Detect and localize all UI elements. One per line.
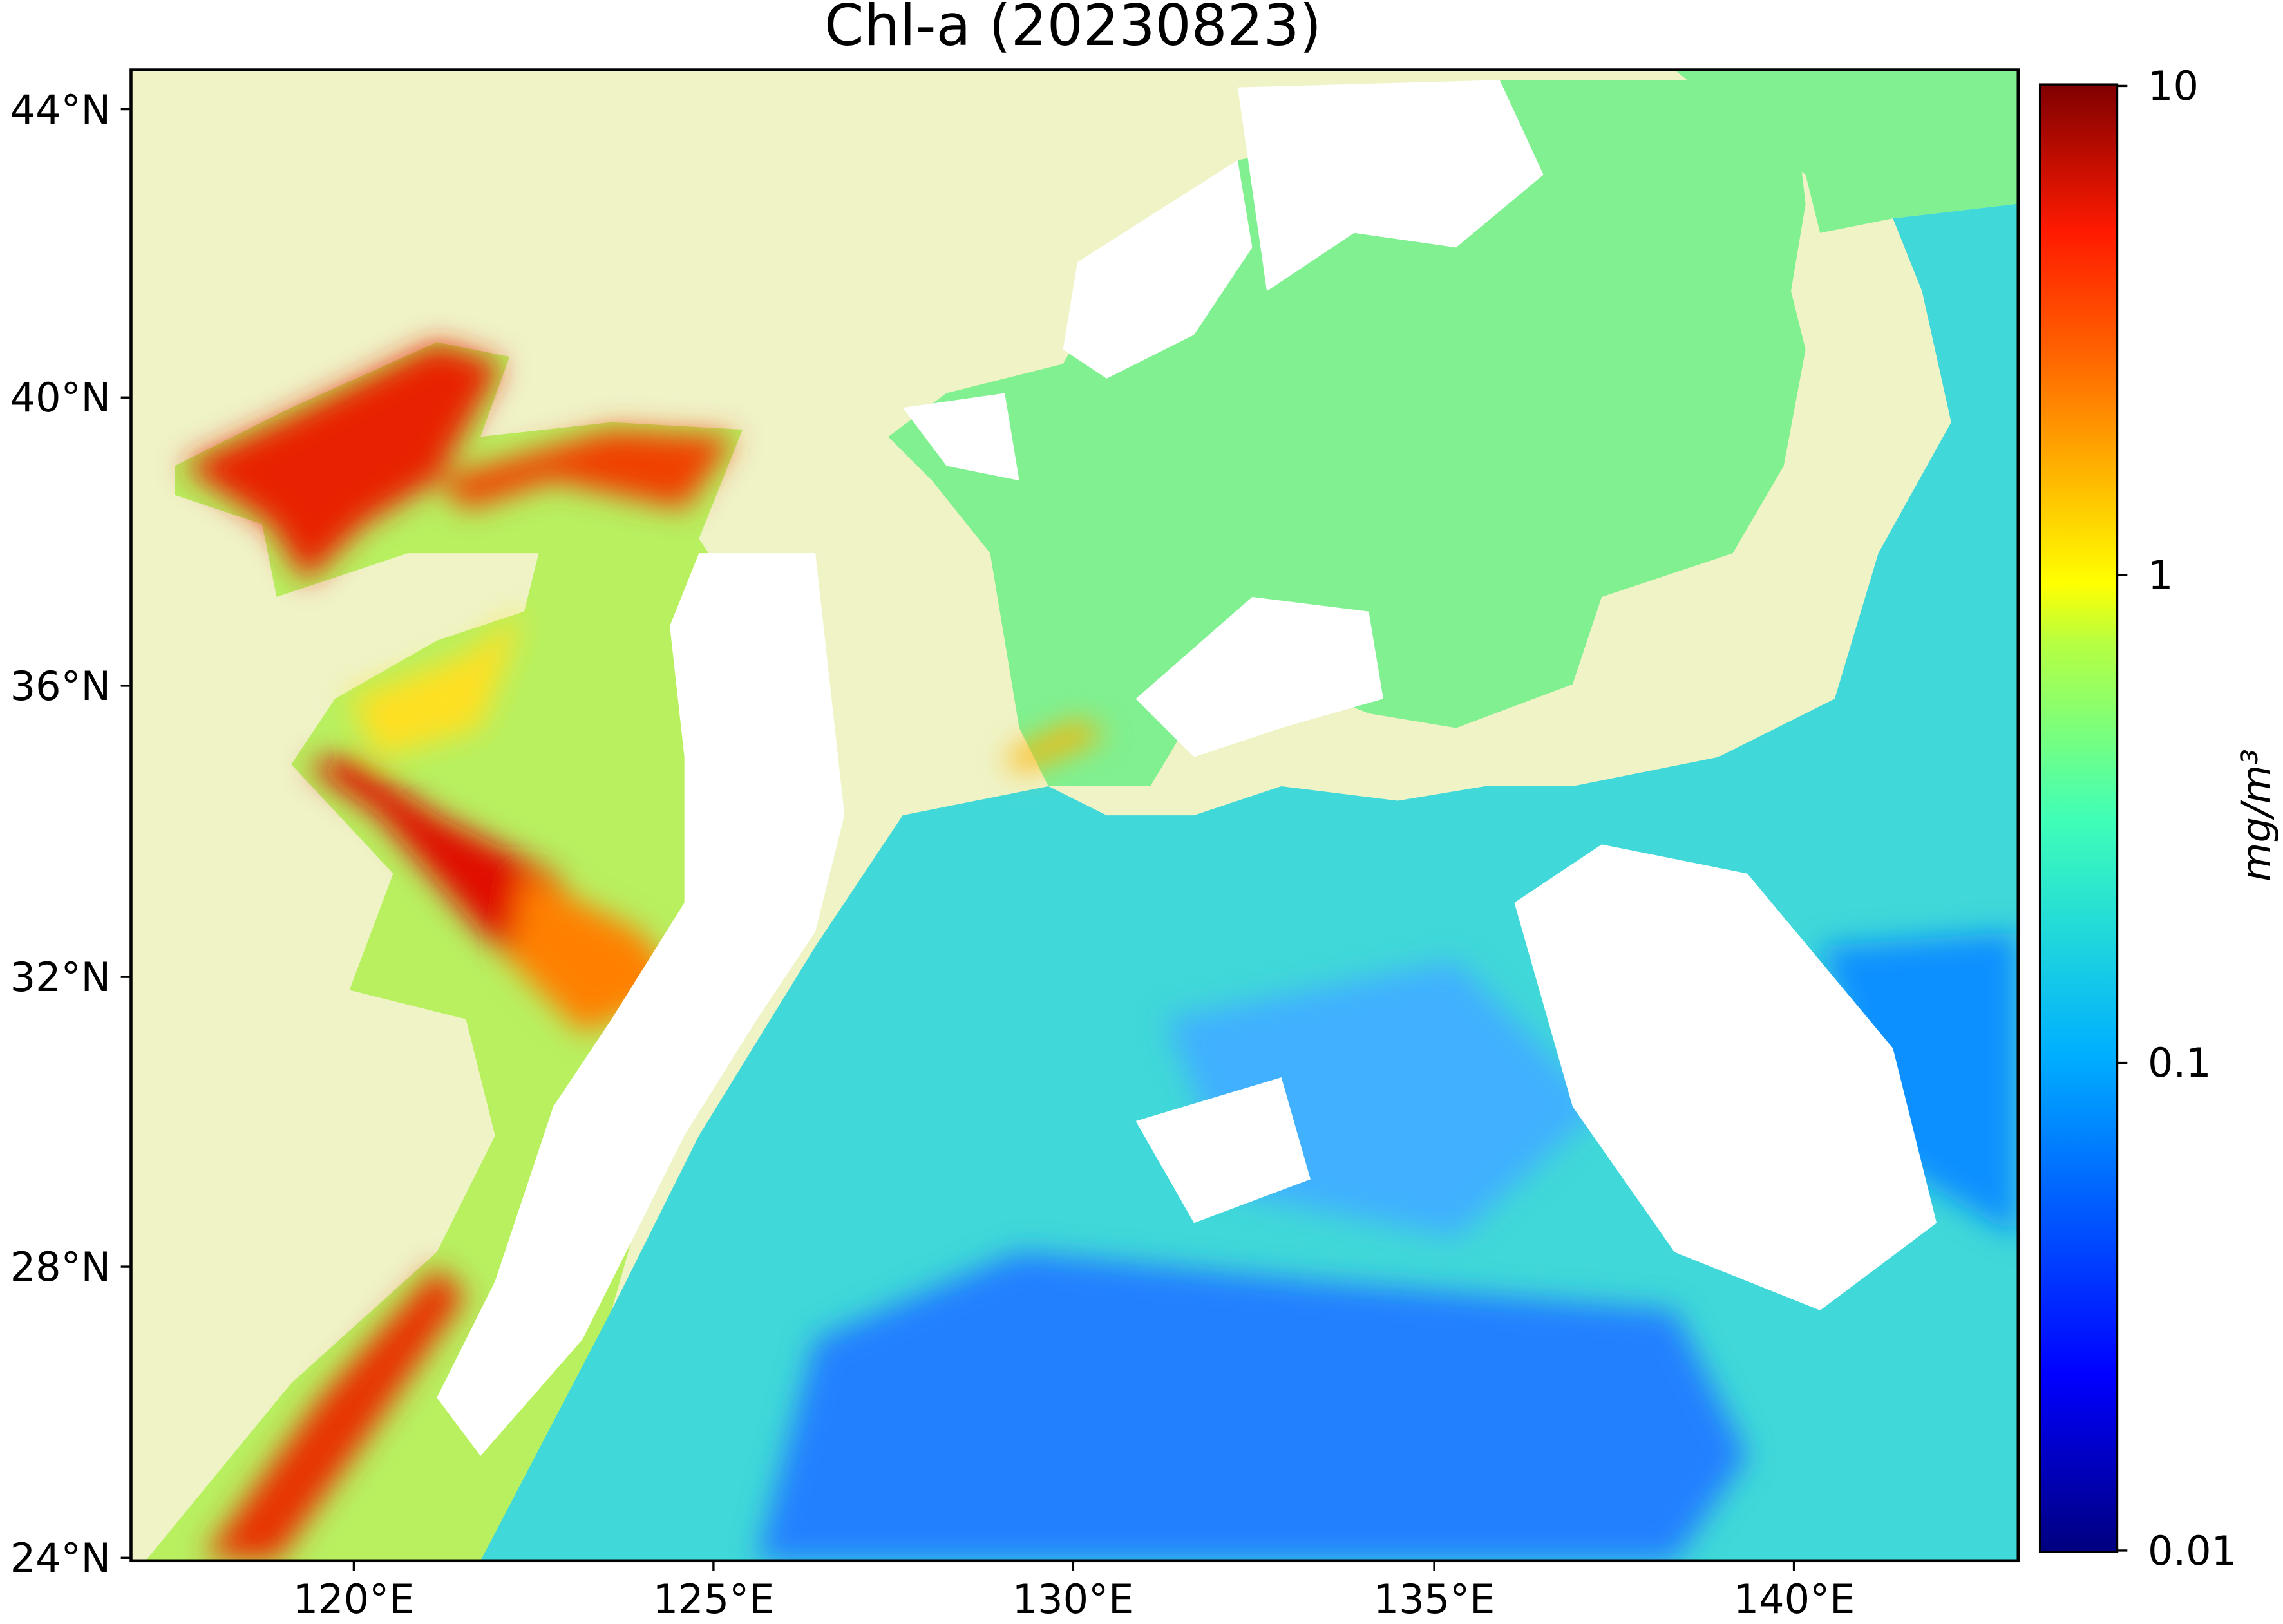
sea-north xyxy=(1674,70,2018,233)
colorbar-ticks xyxy=(2117,84,2128,1552)
colorbar-labels: 10 1 0.1 0.01 xyxy=(2148,62,2237,1574)
y-tick-label: 44°N xyxy=(10,86,111,133)
colorbar xyxy=(2038,83,2119,1553)
colorbar-tick-label: 10 xyxy=(2148,62,2199,109)
y-tick-label: 28°N xyxy=(10,1243,111,1290)
y-tick-label: 32°N xyxy=(10,954,111,1001)
x-tick-label: 130°E xyxy=(1012,1576,1134,1623)
x-tick-label: 125°E xyxy=(653,1576,775,1623)
colorbar-label: mg/m³ xyxy=(2233,749,2280,882)
colorbar-tick-label: 0.1 xyxy=(2148,1039,2212,1086)
x-tick-label: 120°E xyxy=(293,1576,415,1623)
sea-yellow xyxy=(146,342,845,1561)
colorbar-tick-label: 1 xyxy=(2148,552,2173,599)
map-frame xyxy=(129,68,2020,1563)
y-tick-label: 40°N xyxy=(10,374,111,421)
map-title: Chl-a (20230823) xyxy=(824,0,1321,59)
y-tick-label: 24°N xyxy=(10,1534,111,1582)
map xyxy=(120,68,2128,1571)
x-axis-labels: 120°E 125°E 130°E 135°E 140°E xyxy=(293,1576,1855,1623)
x-tick-label: 140°E xyxy=(1734,1576,1855,1623)
sea-japan xyxy=(888,80,1806,786)
y-tick-label: 36°N xyxy=(10,663,111,710)
x-tick-label: 135°E xyxy=(1374,1576,1495,1623)
ticks xyxy=(120,108,1795,1571)
colorbar-tick-label: 0.01 xyxy=(2148,1527,2237,1574)
y-axis-labels: 44°N 40°N 36°N 32°N 28°N 24°N xyxy=(10,86,111,1582)
sea-pacific xyxy=(480,203,2018,1561)
